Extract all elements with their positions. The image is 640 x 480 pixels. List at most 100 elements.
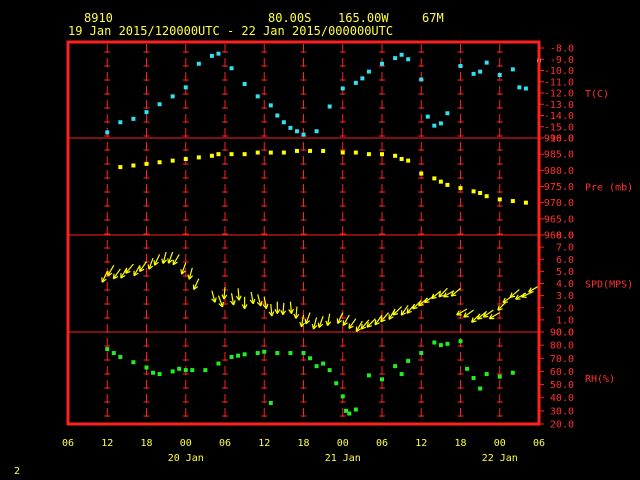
rh-point: [111, 351, 116, 356]
wind-arrow: [497, 301, 507, 311]
y-tick-label: 90.0: [550, 328, 574, 339]
wind-arrow-shaft: [366, 318, 376, 328]
wind-arrow-head: [463, 315, 469, 318]
wind-arrow-head: [120, 275, 126, 279]
wind-arrow-head: [290, 308, 295, 314]
wind-arrow-head: [342, 322, 348, 326]
y-tick-label: -15.0: [544, 122, 574, 133]
pressure-point: [497, 197, 502, 202]
temp-point: [255, 94, 260, 99]
temp-point: [131, 116, 136, 121]
pressure-point: [478, 190, 483, 195]
wind-arrow-head: [260, 301, 263, 307]
rh-point: [216, 361, 221, 366]
pressure-point: [510, 199, 515, 204]
wind-arrow-head: [521, 292, 526, 298]
y-tick-label: 60.0: [550, 367, 574, 378]
pressure-point: [255, 150, 260, 155]
wind-arrow-shaft: [263, 296, 267, 309]
y-tick-label: -9.0: [550, 55, 574, 66]
wind-arrow-shaft: [237, 288, 240, 301]
y-tick-label: 3.0: [556, 291, 574, 302]
rh-point: [497, 374, 502, 379]
wind-arrow-shaft: [463, 309, 474, 318]
wind-arrow: [304, 312, 311, 325]
y-tick-label: 40.0: [550, 393, 574, 404]
y-tick-label: 6.0: [556, 255, 574, 266]
wind-arrow: [392, 306, 403, 316]
rh-point: [157, 372, 162, 377]
wind-arrow-head: [268, 311, 273, 317]
wind-arrow-head: [223, 294, 228, 300]
y-tick-label: 80.0: [550, 341, 574, 352]
wind-arrow: [299, 314, 306, 328]
wind-arrow: [125, 263, 134, 274]
x-tick-label: 12: [101, 438, 113, 449]
wind-arrow-head: [139, 266, 141, 272]
wind-arrow-shaft: [257, 294, 262, 307]
wind-arrow: [438, 287, 448, 298]
rh-point: [170, 369, 175, 374]
y-tick-label: 70.0: [550, 354, 574, 365]
temp-point: [478, 69, 483, 74]
wind-arrow-head: [318, 323, 324, 328]
y-tick-label: 0.0: [556, 328, 574, 339]
wind-arrow-shaft: [521, 291, 533, 298]
rh-point: [432, 340, 437, 345]
pressure-point: [157, 160, 162, 165]
wind-arrow-head: [392, 310, 396, 316]
wind-arrow-head: [125, 270, 131, 274]
y-tick-label: -11.0: [544, 77, 574, 88]
wind-arrow-shaft: [211, 290, 216, 303]
wind-arrow-shaft: [217, 295, 224, 308]
pressure-point: [294, 148, 299, 153]
pressure-point: [438, 179, 443, 184]
wind-arrow-head: [502, 297, 506, 303]
wind-arrow-head: [221, 301, 224, 307]
temp-point: [242, 82, 247, 86]
wind-arrow-shaft: [431, 290, 442, 299]
wind-arrow-head: [406, 310, 412, 314]
wind-arrow-head: [139, 268, 145, 273]
day-label: 22 Jan: [482, 453, 518, 464]
station-lon: 165.00W: [338, 11, 389, 25]
wind-arrow-shaft: [230, 293, 235, 306]
wind-arrow-shaft: [270, 304, 273, 317]
wind-arrow-shaft: [153, 254, 161, 266]
wind-arrow: [336, 312, 344, 324]
temp-point: [105, 130, 110, 135]
pressure-point: [399, 157, 404, 162]
rh-point: [344, 408, 349, 413]
wind-arrow-shaft: [188, 267, 193, 280]
wind-arrow: [147, 257, 154, 270]
wind-arrow-head: [101, 278, 107, 283]
wind-arrow-head: [515, 294, 519, 300]
rh-point: [151, 370, 156, 375]
pressure-point: [209, 153, 214, 158]
wind-arrow: [431, 290, 442, 300]
wind-arrow-head: [443, 292, 447, 298]
wind-arrow-shaft: [342, 314, 350, 326]
pressure-point: [353, 150, 358, 155]
wind-arrow: [211, 290, 217, 303]
wind-arrow-head: [181, 270, 186, 275]
station-elevation: 67M: [422, 11, 444, 25]
wind-arrow-head: [300, 322, 306, 328]
wind-arrow-shaft: [193, 278, 200, 290]
pressure-point: [131, 163, 136, 168]
wind-arrow-head: [366, 322, 369, 328]
page-number: 2: [14, 466, 20, 477]
rh-point: [301, 351, 306, 356]
wind-arrow-head: [162, 259, 167, 264]
y-tick-label: 975.0: [544, 182, 574, 193]
wind-arrow-head: [366, 325, 372, 328]
wind-arrow-head: [356, 328, 361, 332]
day-label: 20 Jan: [168, 453, 204, 464]
wind-arrow-shaft: [162, 251, 167, 264]
temp-point: [438, 121, 443, 126]
wind-arrow-head: [477, 317, 483, 320]
station-id: 8910: [84, 11, 113, 25]
wind-arrow-shaft: [295, 306, 298, 319]
y-tick-label: 7.0: [556, 243, 574, 254]
wind-arrow-head: [483, 315, 489, 318]
